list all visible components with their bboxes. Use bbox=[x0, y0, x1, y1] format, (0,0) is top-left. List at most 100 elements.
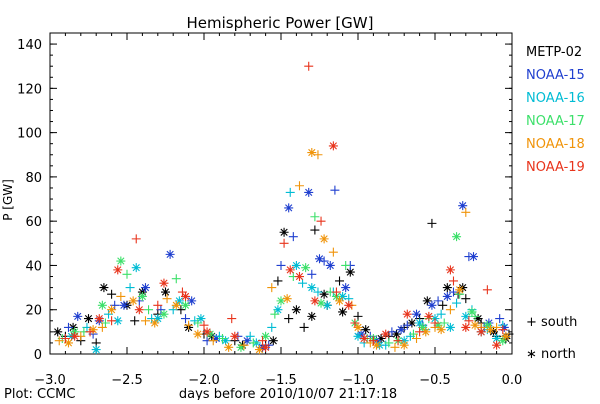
data-point-south bbox=[176, 305, 186, 315]
data-point-north bbox=[137, 291, 147, 301]
data-point-north bbox=[422, 296, 432, 306]
data-point-south bbox=[217, 334, 227, 344]
data-point-north bbox=[498, 336, 508, 346]
data-point-north bbox=[205, 329, 215, 339]
data-point-north bbox=[282, 294, 292, 304]
data-point-north bbox=[427, 300, 437, 310]
data-point-north bbox=[97, 300, 107, 310]
data-point-north bbox=[455, 285, 465, 295]
data-point-north bbox=[328, 141, 338, 151]
data-point-north bbox=[335, 296, 345, 306]
data-point-south bbox=[97, 322, 107, 332]
data-point-south bbox=[433, 296, 443, 306]
data-point-south bbox=[445, 305, 455, 315]
data-point-north bbox=[128, 296, 138, 306]
data-point-north bbox=[91, 345, 101, 355]
data-point-north bbox=[134, 305, 144, 315]
data-point-north bbox=[99, 283, 109, 293]
data-point-south bbox=[427, 218, 437, 228]
legend-entry: NOAA-16 bbox=[526, 91, 585, 106]
data-point-north bbox=[402, 309, 412, 319]
data-point-north bbox=[316, 298, 326, 308]
data-point-north bbox=[445, 265, 455, 275]
legend-entry: NOAA-19 bbox=[526, 160, 585, 175]
data-point-north bbox=[353, 331, 363, 341]
data-point-north bbox=[63, 338, 73, 348]
data-point-north bbox=[261, 331, 271, 341]
data-point-north bbox=[159, 309, 169, 319]
data-point-south bbox=[331, 287, 341, 297]
data-point-north bbox=[284, 203, 294, 213]
data-point-north bbox=[174, 296, 184, 306]
data-point-north bbox=[310, 296, 320, 306]
data-point-north bbox=[113, 265, 123, 275]
data-point-north bbox=[268, 336, 278, 346]
data-point-north bbox=[221, 336, 231, 346]
data-point-north bbox=[94, 314, 104, 324]
data-point-south bbox=[279, 238, 289, 248]
data-point-north bbox=[53, 327, 63, 337]
data-point-north bbox=[412, 309, 422, 319]
data-point-south bbox=[267, 283, 277, 293]
data-point-south bbox=[284, 314, 294, 324]
marker-legend-entry: ∗ north bbox=[526, 347, 576, 362]
x-tick-label: 0.0 bbox=[502, 373, 523, 388]
data-point-south bbox=[335, 276, 345, 286]
data-point-north bbox=[254, 345, 264, 355]
data-point-north bbox=[499, 322, 509, 332]
data-point-north bbox=[458, 201, 468, 211]
data-point-north bbox=[68, 322, 78, 332]
data-point-south bbox=[330, 185, 340, 195]
data-point-north bbox=[70, 331, 80, 341]
data-point-south bbox=[430, 318, 440, 328]
data-point-south bbox=[130, 316, 140, 326]
data-point-north bbox=[322, 300, 332, 310]
data-point-north bbox=[88, 325, 98, 335]
data-point-south bbox=[498, 325, 508, 335]
data-point-north bbox=[396, 325, 406, 335]
data-point-north bbox=[285, 265, 295, 275]
y-axis-label: P [GW] bbox=[1, 179, 15, 221]
data-point-south bbox=[54, 336, 64, 346]
data-point-south bbox=[208, 336, 218, 346]
data-points bbox=[53, 61, 514, 355]
data-point-north bbox=[294, 272, 304, 282]
x-tick-label: −1.0 bbox=[342, 373, 374, 388]
data-point-north bbox=[161, 287, 170, 297]
x-tick-label: −2.5 bbox=[111, 373, 143, 388]
data-point-south bbox=[448, 276, 458, 286]
data-point-north bbox=[140, 283, 150, 293]
data-point-north bbox=[301, 263, 311, 273]
data-point-north bbox=[338, 307, 348, 317]
data-point-north bbox=[376, 334, 386, 344]
data-point-south bbox=[384, 338, 394, 348]
data-point-north bbox=[461, 322, 471, 332]
data-point-south bbox=[131, 234, 141, 244]
data-point-north bbox=[73, 311, 83, 321]
data-point-south bbox=[492, 322, 502, 332]
data-point-south bbox=[390, 342, 400, 352]
data-point-south bbox=[353, 311, 363, 321]
data-point-south bbox=[341, 260, 351, 270]
x-tick-label: −2.0 bbox=[188, 373, 220, 388]
data-point-south bbox=[144, 305, 154, 315]
data-point-north bbox=[211, 334, 221, 344]
data-point-south bbox=[298, 278, 308, 288]
data-point-north bbox=[315, 254, 324, 264]
data-point-south bbox=[122, 269, 132, 279]
plot-credit: Plot: CCMC bbox=[4, 387, 75, 400]
legend: METP-02 NOAA-15 NOAA-16 NOAA-17 NOAA-18 NOAA-… bbox=[526, 45, 585, 175]
data-point-north bbox=[345, 267, 355, 277]
data-point-south bbox=[402, 320, 412, 330]
data-point-north bbox=[304, 187, 314, 197]
data-point-north bbox=[473, 314, 483, 324]
data-point-south bbox=[270, 309, 280, 319]
data-point-north bbox=[442, 283, 452, 293]
data-point-north bbox=[107, 305, 117, 315]
data-point-north bbox=[424, 311, 434, 321]
data-point-south bbox=[368, 336, 378, 346]
data-point-north bbox=[196, 314, 206, 324]
data-point-north bbox=[492, 340, 502, 350]
data-point-south bbox=[439, 318, 449, 328]
data-point-north bbox=[407, 318, 417, 328]
